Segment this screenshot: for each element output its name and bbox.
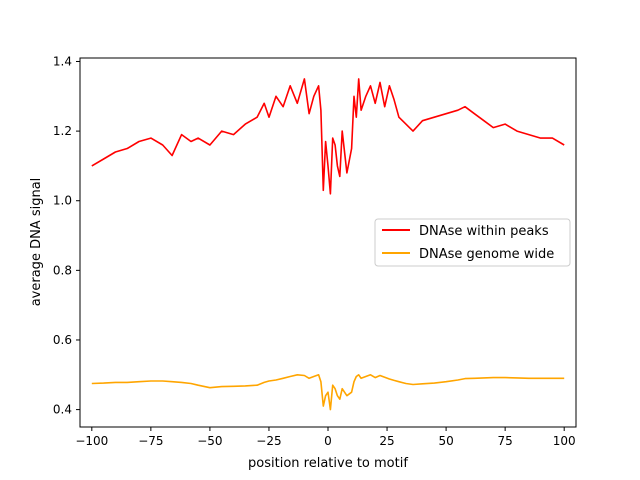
y-axis-ticks: 0.4 0.6 0.8 1.0 1.2 1.4 [53,54,80,417]
x-tick-label: −50 [197,434,222,448]
x-tick-label: 100 [553,434,576,448]
legend-label-dnase-within-peaks: DNAse within peaks [419,224,549,239]
y-tick-label: 1.2 [53,124,72,138]
x-tick-label: −25 [256,434,281,448]
y-tick-label: 0.8 [53,263,72,277]
x-tick-label: −75 [138,434,163,448]
x-tick-label: 75 [498,434,513,448]
series-line-dnase-within-peaks [91,78,565,195]
legend-label-dnase-genome-wide: DNAse genome wide [419,247,554,262]
series-line-dnase-genome-wide [91,373,565,411]
x-tick-label: 25 [379,434,394,448]
legend: DNAse within peaks DNAse genome wide [374,218,571,267]
y-tick-label: 1.4 [53,54,72,68]
y-tick-label: 0.4 [53,403,72,417]
y-tick-label: 1.0 [53,194,72,208]
x-tick-label: −100 [75,434,108,448]
x-tick-label: 50 [438,434,453,448]
x-tick-label: 0 [324,434,332,448]
y-axis-label: average DNA signal [29,178,44,307]
x-axis-ticks: −100 −75 −50 −25 0 25 50 75 100 [75,427,576,448]
series-lines [91,78,565,411]
legend-box [374,218,571,267]
x-axis-label: position relative to motif [248,456,408,471]
y-tick-label: 0.6 [53,333,72,347]
